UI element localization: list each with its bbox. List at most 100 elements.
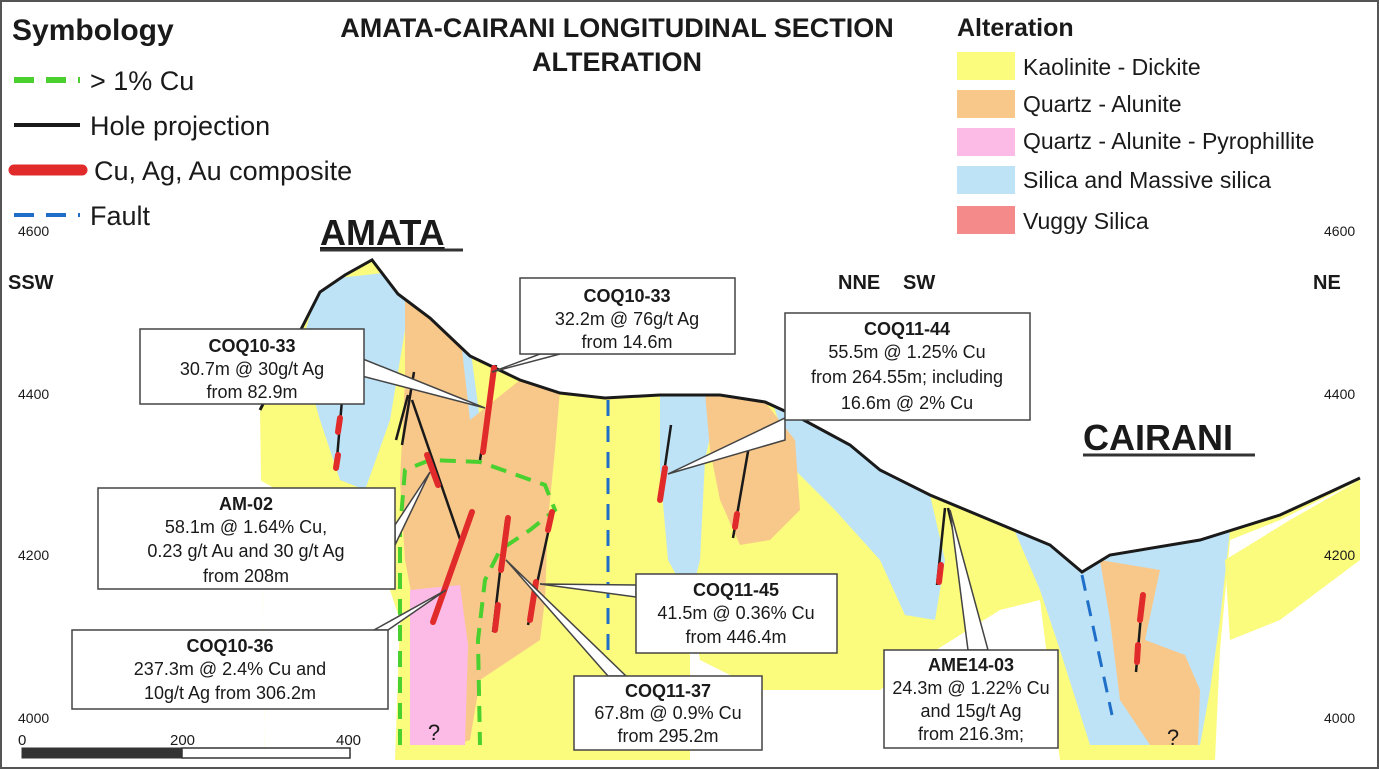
silica-zone-central — [660, 390, 720, 600]
orient-left: SSW — [8, 272, 54, 294]
pointer-coq11-44 — [667, 416, 786, 475]
hole-2 — [394, 394, 410, 441]
alteration-label-quartz-alunite: Quartz - Alunite — [1023, 91, 1182, 117]
scale-tick-200: 200 — [170, 732, 195, 749]
composite-2 — [333, 452, 341, 471]
elev-4000-right: 4000 — [1324, 710, 1355, 726]
callout-line: from 14.6m — [581, 332, 672, 352]
alteration-label-silica: Silica and Massive silica — [1023, 167, 1271, 193]
callout-pointers — [357, 353, 989, 677]
callout-title: COQ10-36 — [186, 636, 273, 656]
callout-coq11-45: COQ11-45 41.5m @ 0.36% Cu from 446.4m — [635, 573, 838, 654]
scale-tick-0: 0 — [18, 732, 26, 749]
callout-coq11-37: COQ11-37 67.8m @ 0.9% Cu from 295.2m — [573, 675, 763, 751]
quartz-alunite-cairani — [1100, 560, 1200, 745]
composites — [333, 365, 1146, 665]
composite-coq11-44 — [657, 465, 668, 503]
kaolinite-east — [1225, 480, 1360, 640]
label-amata: AMATA — [320, 212, 445, 253]
legend-label-fault: Fault — [90, 201, 151, 231]
composite-cairani-a — [1137, 592, 1146, 623]
callout-title: AM-02 — [219, 494, 273, 514]
callout-line: from 446.4m — [685, 627, 786, 647]
symbology-heading: Symbology — [12, 14, 174, 47]
legend-label-hole: Hole projection — [90, 111, 270, 141]
orient-mid-left: NNE — [838, 272, 880, 294]
elev-4400-right: 4400 — [1324, 386, 1355, 402]
composite-coq11-45-a — [545, 509, 555, 533]
unknown-marker-amata: ? — [428, 720, 440, 745]
alteration-swatch-kaolinite — [957, 52, 1015, 80]
callout-line: 30.7m @ 30g/t Ag — [180, 359, 324, 379]
alteration-label-pyrophillite: Quartz - Alunite - Pyrophillite — [1023, 128, 1314, 154]
elev-4600-left: 4600 — [18, 223, 49, 239]
orient-right: NE — [1313, 272, 1341, 294]
scale-tick-400: 400 — [336, 732, 361, 749]
callout-title: AME14-03 — [928, 655, 1014, 675]
composite-coq10-36 — [430, 509, 475, 625]
scale-seg-2 — [181, 747, 351, 759]
callout-line: from 216.3m; — [918, 724, 1024, 744]
hole-am02 — [410, 399, 464, 546]
callout-line: from 208m — [203, 566, 289, 586]
fault-cairani — [1080, 574, 1114, 716]
alteration-swatch-quartz-alunite — [957, 90, 1015, 118]
legend-label-composite: Cu, Ag, Au composite — [94, 156, 352, 186]
callout-title: COQ11-37 — [625, 681, 711, 701]
callout-line: 67.8m @ 0.9% Cu — [594, 703, 741, 723]
legend-label-cu: > 1% Cu — [90, 66, 194, 96]
label-cairani: CAIRANI — [1083, 417, 1233, 458]
composite-east — [936, 562, 944, 585]
diagram-title-line2: ALTERATION — [532, 47, 702, 77]
callout-coq10-33-lower: COQ10-33 30.7m @ 30g/t Ag from 82.9m — [139, 328, 365, 405]
callout-coq11-44: COQ11-44 55.5m @ 1.25% Cu from 264.55m; … — [784, 312, 1031, 421]
callout-line: 0.23 g/t Au and 30 g/t Ag — [147, 541, 344, 561]
alteration-label-kaolinite: Kaolinite - Dickite — [1023, 54, 1201, 80]
composite-cairani-b — [1134, 642, 1141, 665]
elev-4600-right: 4600 — [1324, 223, 1355, 239]
alteration-swatch-vuggy — [957, 206, 1015, 234]
callout-title: COQ10-33 — [583, 286, 670, 306]
callout-title: COQ11-45 — [693, 580, 779, 600]
callout-line: 16.6m @ 2% Cu — [841, 393, 973, 413]
callout-title: COQ10-33 — [208, 336, 295, 356]
alteration-heading: Alteration — [957, 14, 1074, 42]
elev-4200-right: 4200 — [1324, 547, 1355, 563]
elev-4000-left: 4000 — [18, 710, 49, 726]
composite-central-east — [732, 511, 740, 530]
callout-line: 55.5m @ 1.25% Cu — [828, 342, 985, 362]
pyrophyllite-zone — [410, 585, 468, 745]
callout-line: 10g/t Ag from 306.2m — [144, 683, 316, 703]
alteration-label-vuggy: Vuggy Silica — [1023, 208, 1149, 234]
callout-line: from 264.55m; including — [811, 367, 1003, 387]
callout-line: 237.3m @ 2.4% Cu and — [134, 659, 326, 679]
alteration-swatch-pyrophillite — [957, 128, 1015, 156]
callout-line: 58.1m @ 1.64% Cu, — [165, 517, 327, 537]
unknown-marker-cairani: ? — [1167, 725, 1179, 750]
diagram-title-line1: AMATA-CAIRANI LONGITUDINAL SECTION — [340, 13, 893, 43]
composite-am02 — [424, 452, 441, 488]
elev-4200-left: 4200 — [18, 547, 49, 563]
alteration-swatch-silica — [957, 166, 1015, 194]
elev-4400-left: 4400 — [18, 386, 49, 402]
composite-coq11-37-a — [498, 515, 511, 573]
symbology-legend: Symbology > 1% Cu Hole projection Cu, Ag… — [8, 14, 352, 231]
callout-line: from 82.9m — [206, 382, 297, 402]
scale-seg-1 — [21, 747, 183, 759]
composite-1 — [335, 415, 343, 435]
callout-line: 41.5m @ 0.36% Cu — [657, 603, 814, 623]
alteration-legend: Alteration Kaolinite - Dickite Quartz - … — [957, 14, 1314, 234]
composite-coq11-37-b — [492, 602, 501, 633]
elevation-labels-right: 4600 4400 4200 4000 — [1324, 223, 1355, 726]
callout-am-02: AM-02 58.1m @ 1.64% Cu, 0.23 g/t Au and … — [97, 487, 396, 590]
callout-line: 32.2m @ 76g/t Ag — [555, 309, 699, 329]
callout-line: 24.3m @ 1.22% Cu — [892, 678, 1049, 698]
callout-coq10-33-upper: COQ10-33 32.2m @ 76g/t Ag from 14.6m — [519, 277, 736, 355]
callout-line: from 295.2m — [617, 726, 718, 746]
cu-envelope — [398, 457, 558, 746]
composite-coq10-33 — [480, 365, 497, 455]
callout-title: COQ11-44 — [864, 319, 950, 339]
elevation-labels-left: 4600 4400 4200 4000 — [18, 223, 49, 726]
